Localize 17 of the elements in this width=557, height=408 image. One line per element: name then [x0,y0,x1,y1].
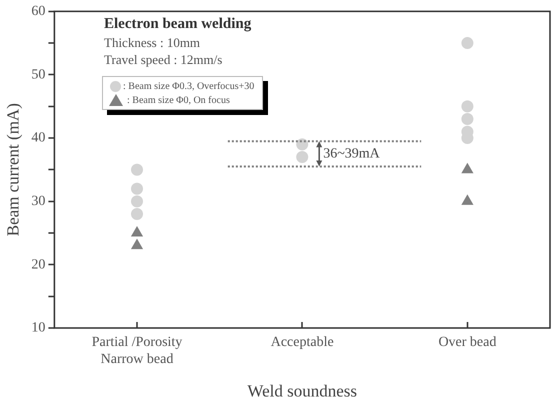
legend-label: : Beam size Φ0.3, Overfocus+30 [123,80,254,92]
x-tick-label: Acceptable [270,335,334,350]
x-tick-label: Over bead [438,335,496,350]
y-tick-label: 40 [31,130,46,146]
annotation: Travel speed : 12mm/s [104,51,224,68]
y-tick-label: 50 [31,67,46,82]
y-tick-label: 20 [31,257,46,272]
y-tick-label: 30 [31,194,46,210]
y-tick-label: 60 [31,4,46,20]
y-axis-title: Beam current (mA) [4,103,23,236]
y-tick-label: 10 [31,320,46,336]
annotation: Thickness : 10mm [104,34,202,51]
annotation: 36~39mA [323,146,381,162]
x-tick-label: Partial /Porosity Narrow bead [92,335,182,367]
legend-label: : Beam size Φ0, On focus [127,94,230,106]
x-axis-title: Weld soundness [247,381,358,400]
chart-title: Electron beam welding [104,15,252,34]
